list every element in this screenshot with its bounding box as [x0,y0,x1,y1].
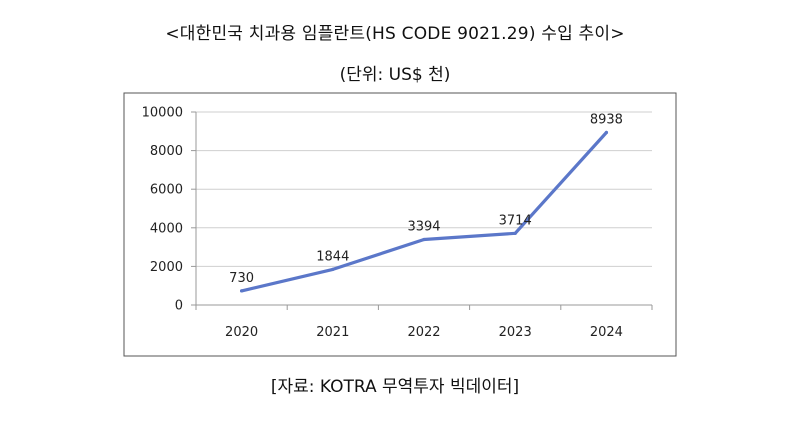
x-tick-labels: 2020 2021 2022 2023 2024 [225,325,623,340]
y-tick-label: 4000 [150,221,183,236]
chart-frame [123,92,677,357]
data-label: 3394 [407,219,440,234]
data-point [240,289,244,293]
data-labels: 730 1844 3394 3714 8938 [229,112,623,285]
data-label: 3714 [499,213,532,228]
x-tick-label: 2024 [590,325,623,340]
data-point [513,231,517,235]
y-tick-label: 8000 [150,144,183,159]
series-line [240,130,609,293]
data-label: 730 [229,271,254,286]
data-label: 8938 [590,112,623,127]
y-tick-label: 2000 [150,260,183,275]
chart-title: <대한민국 치과용 임플란트(HS CODE 9021.29) 수입 추이> [165,24,625,44]
y-tick-label: 10000 [142,106,183,121]
x-tick-label: 2020 [225,325,258,340]
x-tick-label: 2023 [499,325,532,340]
y-tick-label: 6000 [150,183,183,198]
gridlines [196,111,652,306]
source-note: [자료: KOTRA 무역투자 빅데이터] [270,377,520,397]
x-tick-label: 2021 [316,325,349,340]
data-point [604,130,609,135]
y-tick-label: 0 [175,299,183,314]
data-point [331,267,335,272]
y-tick-labels: 0 2000 4000 6000 8000 10000 [142,106,183,314]
data-point [422,237,426,242]
x-tick-label: 2022 [407,325,440,340]
data-label: 1844 [316,249,349,264]
axes [191,111,653,310]
series [240,130,609,293]
chart-unit-label: (단위: US$ 천) [339,65,451,85]
